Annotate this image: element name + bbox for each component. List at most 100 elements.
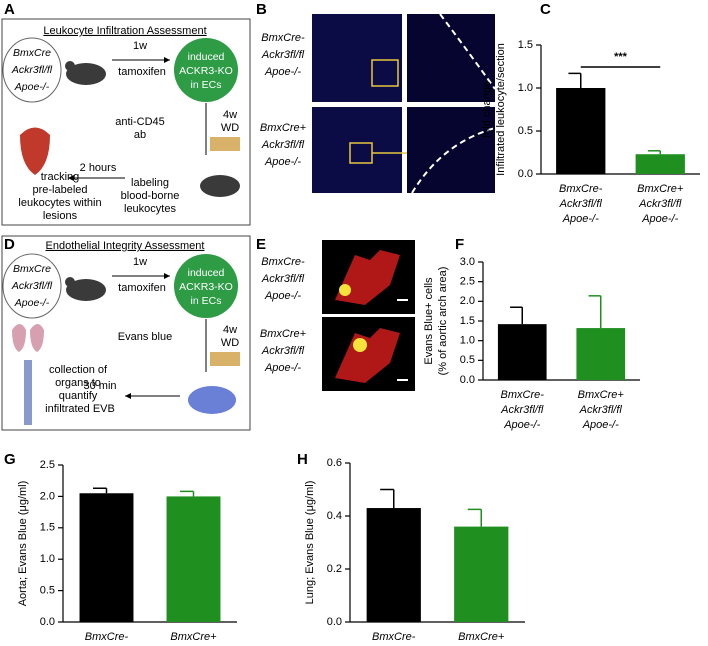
label: Apoe-/- (14, 297, 50, 309)
label: ACKR3-KO (179, 281, 233, 293)
label: pre-labeled (32, 184, 87, 196)
x-tick-label: BmxCre+ (458, 631, 505, 643)
label: 30 min (83, 380, 116, 392)
row-label: BmxCre- (261, 32, 305, 44)
row-label: Apoe-/- (264, 156, 301, 168)
error-bar (380, 488, 395, 509)
micrograph (312, 14, 402, 102)
y-axis-label: Lung; Evans Blue (μg/ml) (304, 481, 316, 605)
mouse-icon (188, 386, 236, 414)
x-tick-label: BmxCre- (559, 183, 603, 195)
ko-circle (174, 254, 238, 318)
error-bar (510, 306, 523, 325)
schematic-a: Leukocyte Infiltration Assessment BmxCre… (1, 18, 251, 226)
y-tick-label: 0.6 (327, 457, 342, 469)
images-b: BmxCre- Ackr3fl/fl Apoe-/- BmxCre+ Ackr3… (260, 13, 496, 194)
panel-label: H (297, 451, 308, 468)
y-tick-label: 0.0 (518, 168, 533, 180)
x-tick-label: Apoe-/- (582, 419, 619, 431)
food-icon (210, 137, 240, 151)
y-axis-label: Aorta; Evans Blue (μg/ml) (17, 481, 29, 607)
y-tick-label: 0.0 (460, 374, 475, 386)
y-tick-label: 0.5 (460, 354, 475, 366)
panel-label: E (256, 236, 266, 253)
outline (439, 13, 496, 90)
stain (339, 284, 351, 296)
row-label: Apoe-/- (264, 66, 301, 78)
y-axis-label: (% of aortic arch area) (437, 267, 449, 376)
label: quantify (59, 390, 98, 402)
micrograph (407, 107, 495, 193)
bar-chart: 0.0 0.5 1.0 1.5 2.0 2.5 3.0 Evans Blue+ cells (%… (423, 256, 640, 431)
bar (635, 154, 685, 174)
label: labeling (131, 177, 169, 189)
bar (454, 526, 509, 622)
panel-label: F (455, 236, 464, 253)
x-tick-label: Ackr3fl/fl (638, 198, 682, 210)
x-tick-label: BmxCre- (85, 631, 129, 643)
error-bar (93, 487, 108, 494)
bar (556, 88, 606, 174)
bar (166, 496, 221, 622)
y-tick-label: 1.0 (40, 553, 55, 565)
y-axis-label: Infiltrated leukocyte/section (495, 43, 507, 176)
y-axis-label: Evans Blue+ cells (423, 277, 435, 365)
x-tick-label: Ackr3fl/fl (579, 404, 623, 416)
label: BmxCre (13, 263, 51, 275)
arrow-head (125, 393, 131, 399)
panel-label: C (540, 1, 551, 18)
y-tick-label: 2.5 (460, 276, 475, 288)
y-tick-label: 1.0 (518, 82, 533, 94)
arrow-head (164, 57, 170, 63)
y-tick-label: 1.5 (518, 39, 533, 51)
label: WD (221, 337, 239, 349)
y-tick-label: 1.5 (40, 522, 55, 534)
label: ACKR3-KO (179, 65, 233, 77)
row-label: Ackr3fl/fl (261, 139, 305, 151)
genotype-circle (2, 37, 62, 103)
label: in ECs (191, 295, 222, 307)
y-tick-label: 0.4 (327, 510, 342, 522)
label: leukocytes (124, 203, 176, 215)
x-tick-label: BmxCre+ (578, 389, 625, 401)
y-tick-label: 1.0 (460, 335, 475, 347)
y-tick-label: 0.5 (518, 125, 533, 137)
label: WD (221, 122, 239, 134)
outline (411, 127, 496, 194)
y-tick-label: 0.0 (327, 616, 342, 628)
row-label: Apoe-/- (264, 362, 301, 374)
micrograph (312, 107, 402, 193)
y-tick-label: 2.5 (40, 459, 55, 471)
error-bar (647, 150, 661, 155)
y-axis-label: fold change (481, 81, 493, 138)
y-tick-label: 2.0 (40, 490, 55, 502)
label: BmxCre (13, 47, 51, 59)
label: in ECs (191, 79, 222, 91)
panel-label: G (4, 451, 16, 468)
label: 1w (133, 40, 147, 52)
label: infiltrated EVB (45, 403, 115, 415)
mouse-icon (65, 61, 75, 71)
mouse-icon (200, 175, 240, 197)
label: tamoxifen (118, 66, 166, 78)
y-tick-label: 3.0 (460, 256, 475, 268)
mouse-icon (65, 277, 75, 287)
error-bar (180, 490, 195, 497)
bar-chart: 0.0 0.2 0.4 0.6 Lung; Evans Blue (μg/ml) BmxC… (304, 457, 525, 646)
x-tick-label: Ackr3fl/fl (500, 404, 544, 416)
row-label: BmxCre+ (260, 122, 307, 134)
row-label: Ackr3fl/fl (261, 49, 305, 61)
food-icon (210, 352, 240, 366)
label: induced (188, 51, 225, 63)
error-bar (588, 295, 602, 329)
significance-label: *** (614, 51, 628, 63)
row-label: Apoe-/- (264, 290, 301, 302)
arrow-head (164, 273, 170, 279)
label: 1w (133, 256, 147, 268)
label: Apoe-/- (14, 81, 50, 93)
box (1, 235, 251, 431)
row-label: Ackr3fl/fl (261, 345, 305, 357)
row-label: Ackr3fl/fl (261, 273, 305, 285)
row-label: BmxCre- (261, 256, 305, 268)
x-tick-label: BmxCre+ (637, 183, 684, 195)
